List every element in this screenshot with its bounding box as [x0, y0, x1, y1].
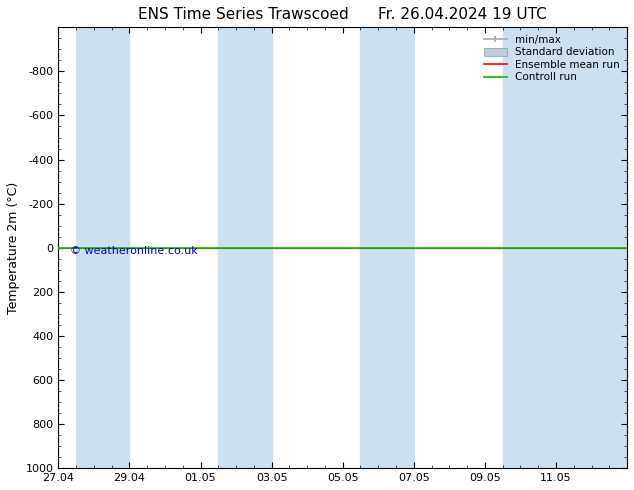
Y-axis label: Temperature 2m (°C): Temperature 2m (°C): [7, 182, 20, 314]
Bar: [361, 27, 414, 468]
Text: © weatheronline.co.uk: © weatheronline.co.uk: [70, 245, 197, 255]
Legend: min/max, Standard deviation, Ensemble mean run, Controll run: min/max, Standard deviation, Ensemble me…: [479, 30, 624, 87]
Bar: [218, 27, 271, 468]
Title: ENS Time Series Trawscoed      Fr. 26.04.2024 19 UTC: ENS Time Series Trawscoed Fr. 26.04.2024…: [138, 7, 547, 22]
Bar: [503, 27, 627, 468]
Bar: [76, 27, 129, 468]
